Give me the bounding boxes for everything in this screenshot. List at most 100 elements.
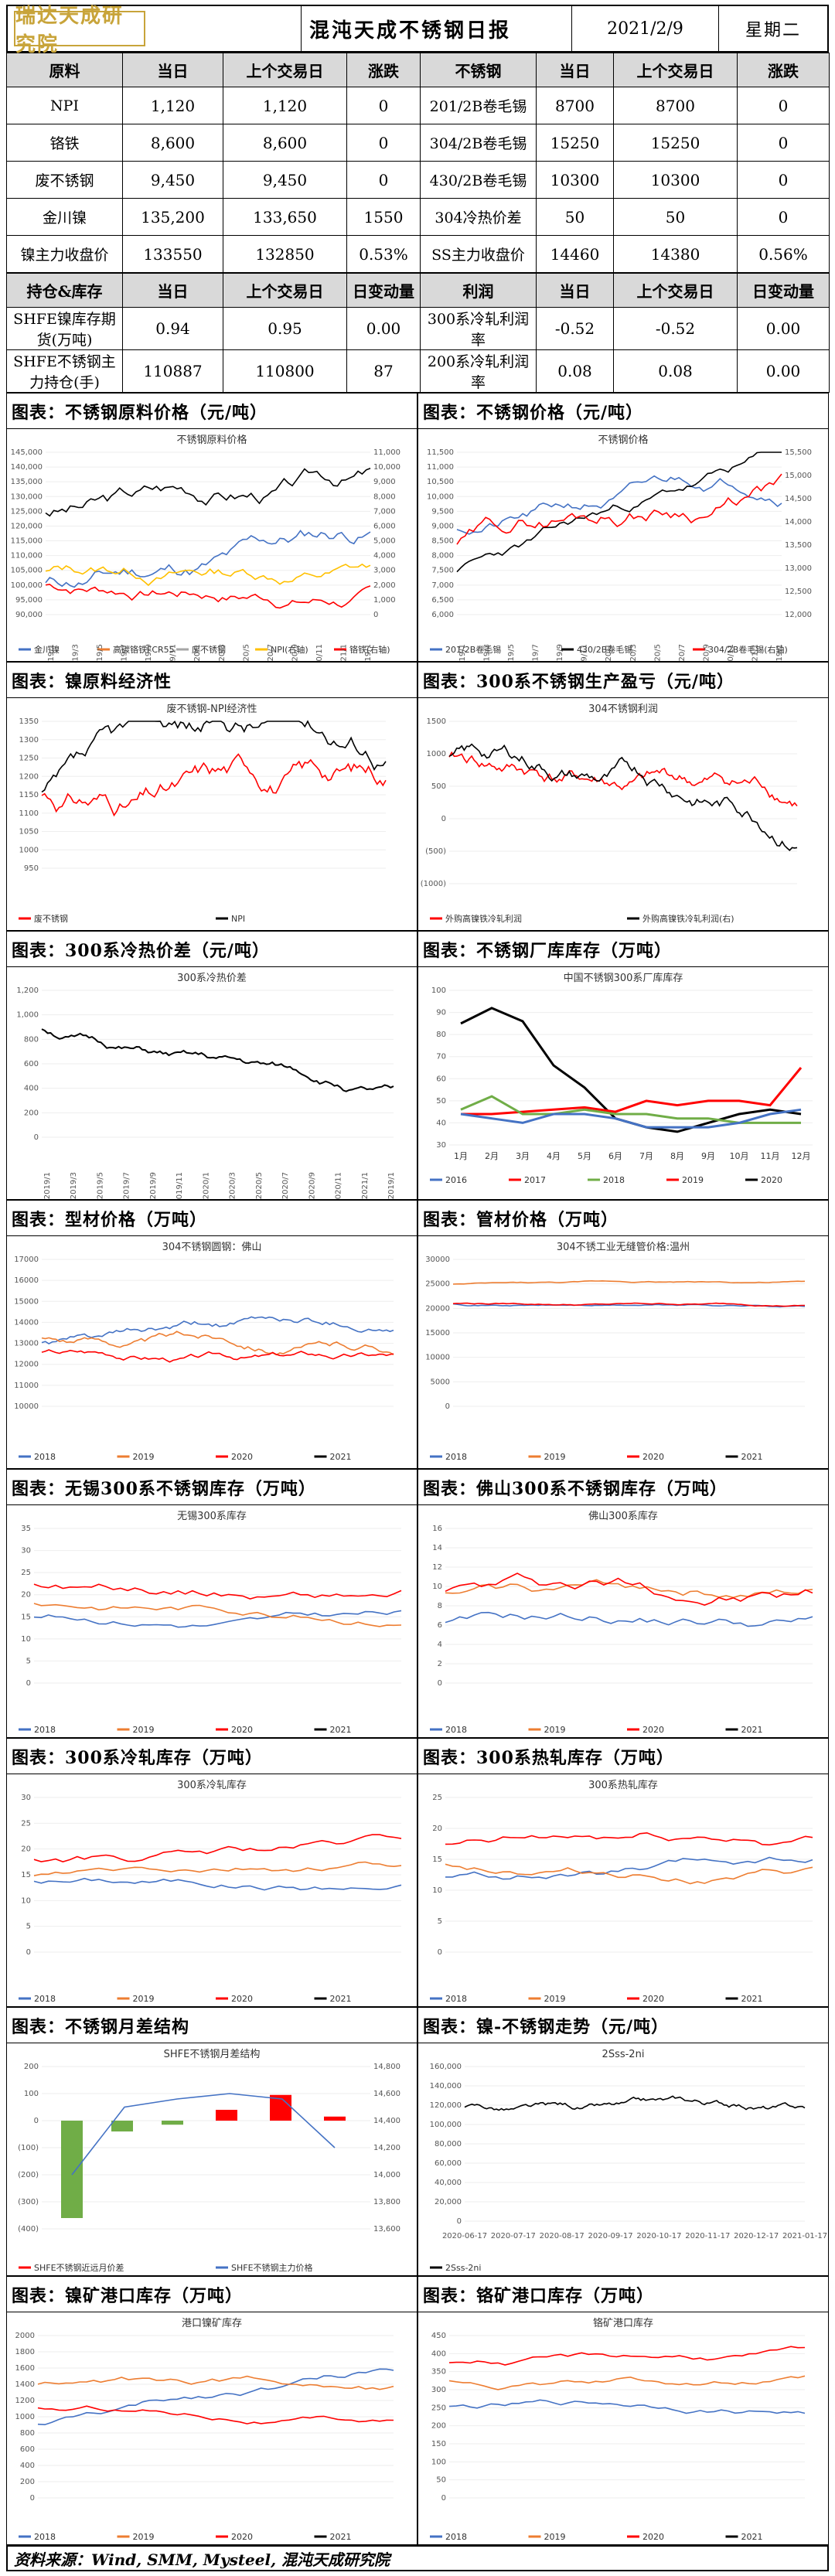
table-row: SHFE镍库存期货(万吨) 0.94 0.95 0.00 300系冷轧利润率 -0.52-… <box>6 307 830 350</box>
x-tick-label: 2019/1 <box>43 1172 52 1199</box>
table-cell: SS主力收盘价 <box>420 235 537 273</box>
report-header: 瑞达天成研究院 混沌天成不锈钢日报 2021/2/9 星期二 <box>6 5 829 56</box>
y-tick-label: 1000 <box>19 846 39 854</box>
y-tick-label: 130,000 <box>11 492 43 501</box>
y-tick-label: 40,000 <box>435 2179 462 2187</box>
chart-row: 图表：镍原料经济性 废不锈钢-NPI经济性 950 1000 1050 1100 1150 1… <box>6 662 829 931</box>
y-tick-label: 1100 <box>19 809 39 818</box>
x-tick-label: 2020/9 <box>291 644 299 661</box>
table-cell: 0.56% <box>737 235 830 273</box>
y-tick-label: 35 <box>21 1525 31 1533</box>
chart-row: 图表：镍矿港口库存（万吨） 港口镍矿库存 0 200 400 600 800 1000 1200… <box>6 2276 829 2545</box>
spread-bar <box>111 2121 133 2131</box>
table-cell: 0 <box>737 124 830 162</box>
table-row: 铬铁 8,600 8,600 0 304/2B卷毛锡 15250 15250 0 <box>6 124 830 162</box>
series-line <box>460 1108 802 1129</box>
chart-panel: 图表：300系冷热价差（元/吨） 300系冷热价差 0 200 400 600 800 1,0… <box>6 931 418 1200</box>
y-tick-label: 40 <box>436 1119 446 1127</box>
legend-label: 2019 <box>133 1994 155 2004</box>
legend-label: 2020 <box>642 2532 664 2542</box>
chart-title: 2Sss-2ni <box>602 2049 645 2060</box>
y2-tick-label: 14,000 <box>373 2171 400 2179</box>
y-tick-label: 100 <box>24 2090 39 2098</box>
y-tick-label: 1800 <box>15 2348 35 2356</box>
legend-label: 2018 <box>445 1452 467 1462</box>
legend-label: 外购高镍铁冷轧利润 <box>445 913 522 924</box>
x-tick-label: 2020/1 <box>202 1172 210 1199</box>
x-tick-label: 12月 <box>792 1151 811 1161</box>
chart-panel: 图表：300系冷轧库存（万吨） 300系冷轧库存 0 5 10 15 20 25 30 2018 2… <box>6 1738 418 2007</box>
series-line <box>448 751 798 807</box>
chart-title: 佛山300系库存 <box>588 1510 658 1522</box>
table-cell: 87 <box>346 349 421 393</box>
y-tick-label: 1000 <box>15 2413 35 2421</box>
x-tick-label: 5月 <box>578 1151 591 1161</box>
series-line <box>41 753 387 817</box>
table-cell: 0.95 <box>223 307 347 350</box>
x-tick-label: 2020/11 <box>315 644 324 661</box>
series-line <box>41 1028 394 1092</box>
x-tick-label: 2019/1 <box>387 1172 396 1199</box>
legend-label: NPI <box>231 914 245 924</box>
table-cell: 0.00 <box>737 349 830 393</box>
chart-area: 铬矿港口库存 0 50 100 150 200 250 300 350 400 450 2018 201… <box>418 2312 828 2544</box>
y2-tick-label: 13,600 <box>373 2225 400 2234</box>
legend-label: 2018 <box>445 2532 467 2542</box>
y-tick-label: 400 <box>20 2462 35 2470</box>
y-tick-label: 14 <box>432 1544 442 1552</box>
chart-row: 图表：不锈钢原料价格（元/吨） 不锈钢原料价格 90,000 95,000 100,00… <box>6 393 829 662</box>
chart-panel: 图表：镍-不锈钢走势（元/吨） 2Sss-2ni 0 20,000 40,000 60,0… <box>418 2007 829 2276</box>
y-tick-label: 1350 <box>19 717 39 726</box>
y-tick-label: 600 <box>20 2445 35 2454</box>
col-header: 日变动量 <box>346 273 421 308</box>
y-tick-label: 16 <box>432 1525 442 1533</box>
x-tick-label: 2019/3 <box>72 644 80 661</box>
y-tick-label: 160,000 <box>430 2063 462 2071</box>
chart-title: 300系冷热价差 <box>177 973 247 984</box>
y-tick-label: 110,000 <box>11 552 43 561</box>
chart-panel: 图表：300系不锈钢生产盈亏（元/吨） 304不锈钢利润 (1000) (500) 0 5… <box>418 662 829 931</box>
chart-section-title: 图表：300系冷热价差（元/吨） <box>7 932 417 967</box>
y-tick-label: 9,000 <box>431 522 454 530</box>
chart-area: 废不锈钢-NPI经济性 950 1000 1050 1100 1150 1200 1250 13… <box>7 698 417 930</box>
col-header: 上个交易日 <box>223 273 347 308</box>
table-cell: 110800 <box>223 349 347 393</box>
col-header: 持仓&库存 <box>6 273 123 308</box>
y-tick-label: 0 <box>441 2494 446 2503</box>
y-tick-label: 0 <box>438 1948 442 1957</box>
y-tick-label: 0 <box>457 2217 462 2226</box>
table-cell: 废不锈钢 <box>6 161 123 199</box>
y-tick-label: 8 <box>438 1602 442 1610</box>
table-cell: 8,600 <box>122 124 223 162</box>
y-tick-label: 1300 <box>19 736 39 745</box>
y-tick-label: 105,000 <box>11 567 43 575</box>
chart-area: 无锡300系库存 0 5 10 15 20 25 30 35 2018 2019 2020 2021 <box>7 1505 417 1737</box>
table-cell: 0.08 <box>536 349 614 393</box>
series-line <box>445 1579 813 1599</box>
y-tick-label: 500 <box>431 782 446 791</box>
legend-label: 2019 <box>544 2532 566 2542</box>
x-tick-label: 2020-08-17 <box>540 2232 584 2240</box>
company-logo: 瑞达天成研究院 <box>14 5 145 56</box>
y-tick-label: 11000 <box>14 1382 39 1390</box>
legend-label: 2021 <box>330 1452 352 1462</box>
y-tick-label: 7,000 <box>431 581 454 590</box>
y-tick-label: 20,000 <box>435 2198 462 2206</box>
chart-title: 不锈钢原料价格 <box>176 434 247 446</box>
y-tick-label: 1050 <box>19 828 39 837</box>
chart-area: 300系热轧库存 0 5 10 15 20 25 2018 2019 2020 2021 <box>418 1774 828 2006</box>
y-tick-label: (100) <box>18 2144 39 2152</box>
chart-section-title: 图表：300系不锈钢生产盈亏（元/吨） <box>418 663 828 698</box>
x-tick-label: 2019/1 <box>458 644 467 661</box>
x-tick-label: 2019/5 <box>96 644 104 661</box>
series-line <box>456 451 782 573</box>
y-tick-label: 95,000 <box>15 596 43 605</box>
col-header: 当日 <box>122 273 223 308</box>
chart-area: 佛山300系库存 0 2 4 6 8 10 12 14 16 2018 2019 2020 2021 <box>418 1505 828 1737</box>
y-tick-label: 80,000 <box>435 2140 462 2148</box>
legend-label: 2021 <box>330 2532 352 2542</box>
table-cell: 镍主力收盘价 <box>6 235 123 273</box>
series-line <box>33 1877 402 1891</box>
x-tick-label: 7月 <box>639 1151 653 1161</box>
series-line <box>445 1831 813 1846</box>
